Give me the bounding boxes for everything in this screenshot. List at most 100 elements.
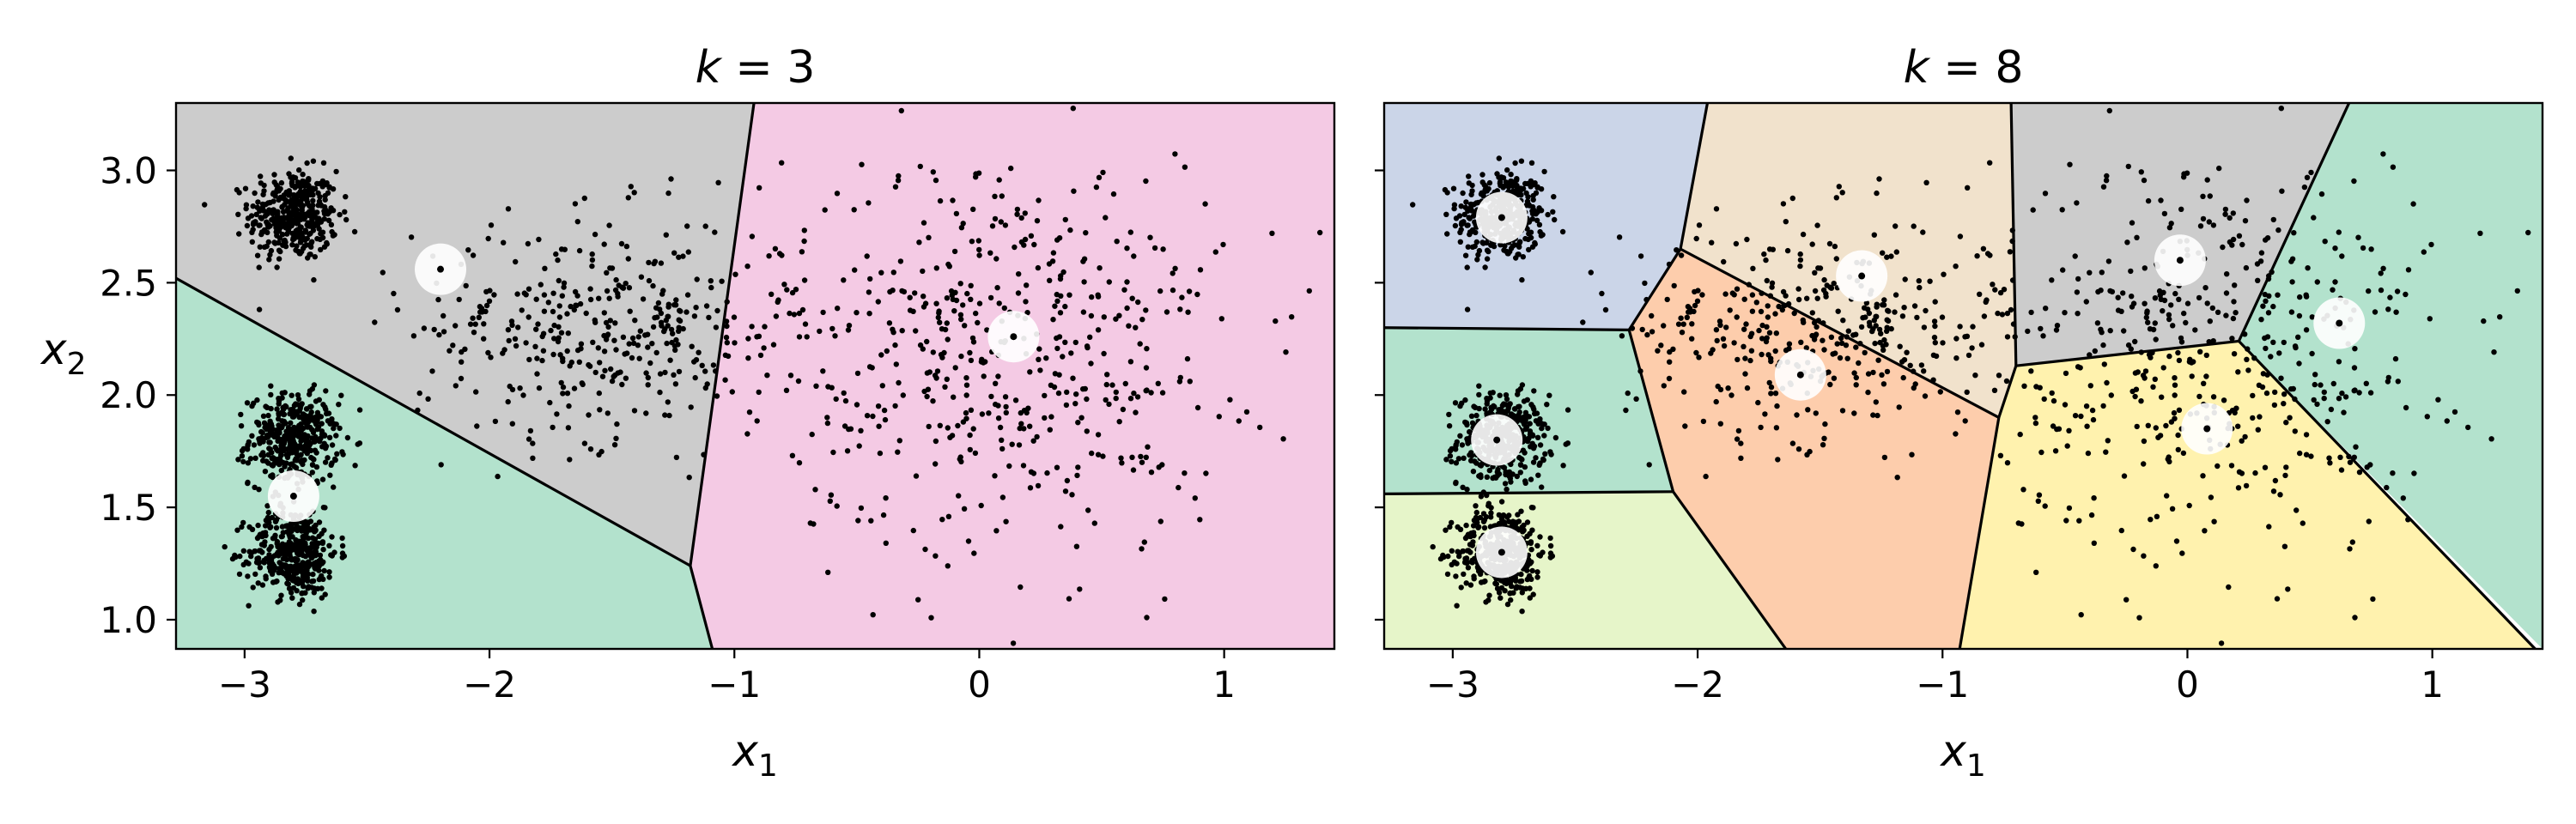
- data-point: [2125, 342, 2132, 348]
- data-point: [1054, 237, 1060, 243]
- data-point: [1900, 374, 1906, 381]
- data-point: [1462, 397, 1468, 403]
- data-point: [1644, 331, 1650, 338]
- data-point: [1722, 291, 1728, 297]
- data-point: [933, 553, 939, 559]
- centroid-dot: [437, 265, 445, 273]
- data-point: [1693, 235, 1699, 242]
- data-point: [1738, 440, 1744, 446]
- data-point: [1715, 383, 1721, 390]
- data-point: [1530, 459, 1537, 465]
- data-point: [1502, 481, 1509, 487]
- data-point: [1759, 336, 1765, 342]
- data-point: [246, 524, 252, 530]
- data-point: [1853, 382, 1859, 388]
- data-point: [1124, 245, 1130, 251]
- data-point: [308, 240, 314, 246]
- data-point: [1655, 348, 1661, 354]
- data-point: [260, 457, 266, 464]
- data-point: [1671, 282, 1677, 289]
- data-point: [262, 469, 269, 475]
- data-point: [295, 191, 301, 197]
- data-point: [1720, 336, 1727, 342]
- data-point: [561, 284, 567, 290]
- data-point: [708, 278, 714, 284]
- data-point: [1186, 288, 1193, 294]
- data-point: [333, 421, 339, 427]
- data-point: [613, 276, 619, 283]
- data-point: [551, 336, 557, 342]
- data-point: [961, 506, 968, 512]
- data-point: [1093, 184, 1100, 191]
- data-point: [1696, 354, 1702, 360]
- data-point: [1884, 368, 1891, 375]
- data-point: [1666, 261, 1673, 268]
- data-point: [834, 503, 840, 509]
- data-point: [252, 484, 258, 490]
- data-point: [2106, 107, 2112, 114]
- data-point: [841, 390, 847, 397]
- data-point: [274, 264, 280, 270]
- data-point: [2421, 249, 2427, 255]
- centroid-dot: [1858, 272, 1866, 280]
- data-point: [1243, 409, 1250, 415]
- data-point: [2311, 397, 2317, 403]
- data-point: [1812, 270, 1818, 276]
- data-point: [567, 457, 573, 463]
- data-point: [2004, 460, 2011, 466]
- data-point: [1768, 384, 1775, 391]
- data-point: [880, 512, 887, 518]
- data-point: [723, 334, 730, 341]
- data-point: [1447, 453, 1454, 459]
- data-point: [293, 247, 299, 253]
- data-point: [842, 397, 849, 404]
- data-point: [298, 212, 305, 219]
- data-point: [1901, 305, 1907, 311]
- data-point: [756, 389, 762, 396]
- data-point: [604, 288, 611, 294]
- data-point: [305, 255, 311, 261]
- data-point: [521, 290, 527, 296]
- data-point: [1054, 464, 1060, 470]
- data-point: [643, 410, 649, 416]
- data-point: [1649, 312, 1655, 319]
- data-point: [676, 324, 682, 330]
- data-point: [879, 383, 886, 389]
- data-point: [876, 423, 882, 429]
- data-point: [548, 327, 554, 334]
- data-point: [1078, 415, 1084, 421]
- data-point: [1876, 326, 1883, 333]
- data-point: [252, 548, 258, 554]
- data-point: [1477, 514, 1484, 521]
- data-point: [2242, 218, 2249, 224]
- data-point: [1023, 299, 1029, 305]
- data-point: [1077, 586, 1083, 592]
- data-point: [1862, 314, 1868, 320]
- data-point: [1498, 499, 1505, 505]
- data-point: [630, 340, 637, 347]
- data-point: [1977, 291, 1983, 297]
- data-point: [505, 327, 512, 333]
- data-point: [987, 294, 994, 301]
- data-point: [299, 436, 305, 442]
- data-point: [436, 331, 442, 338]
- data-point: [993, 528, 999, 534]
- data-point: [2141, 553, 2147, 559]
- data-point: [2239, 241, 2245, 248]
- data-point: [1896, 404, 1902, 410]
- data-point: [2172, 415, 2178, 421]
- data-point: [2244, 197, 2250, 203]
- x-tick-label: −1: [1916, 663, 1969, 706]
- data-point: [240, 561, 246, 568]
- data-point: [512, 336, 519, 342]
- data-point: [999, 193, 1005, 199]
- data-point: [291, 425, 298, 431]
- data-point: [2368, 246, 2374, 252]
- data-point: [2356, 390, 2362, 396]
- data-point: [302, 444, 308, 451]
- data-point: [766, 253, 772, 259]
- data-point: [2189, 373, 2195, 379]
- data-point: [1042, 392, 1048, 399]
- data-point: [320, 160, 327, 166]
